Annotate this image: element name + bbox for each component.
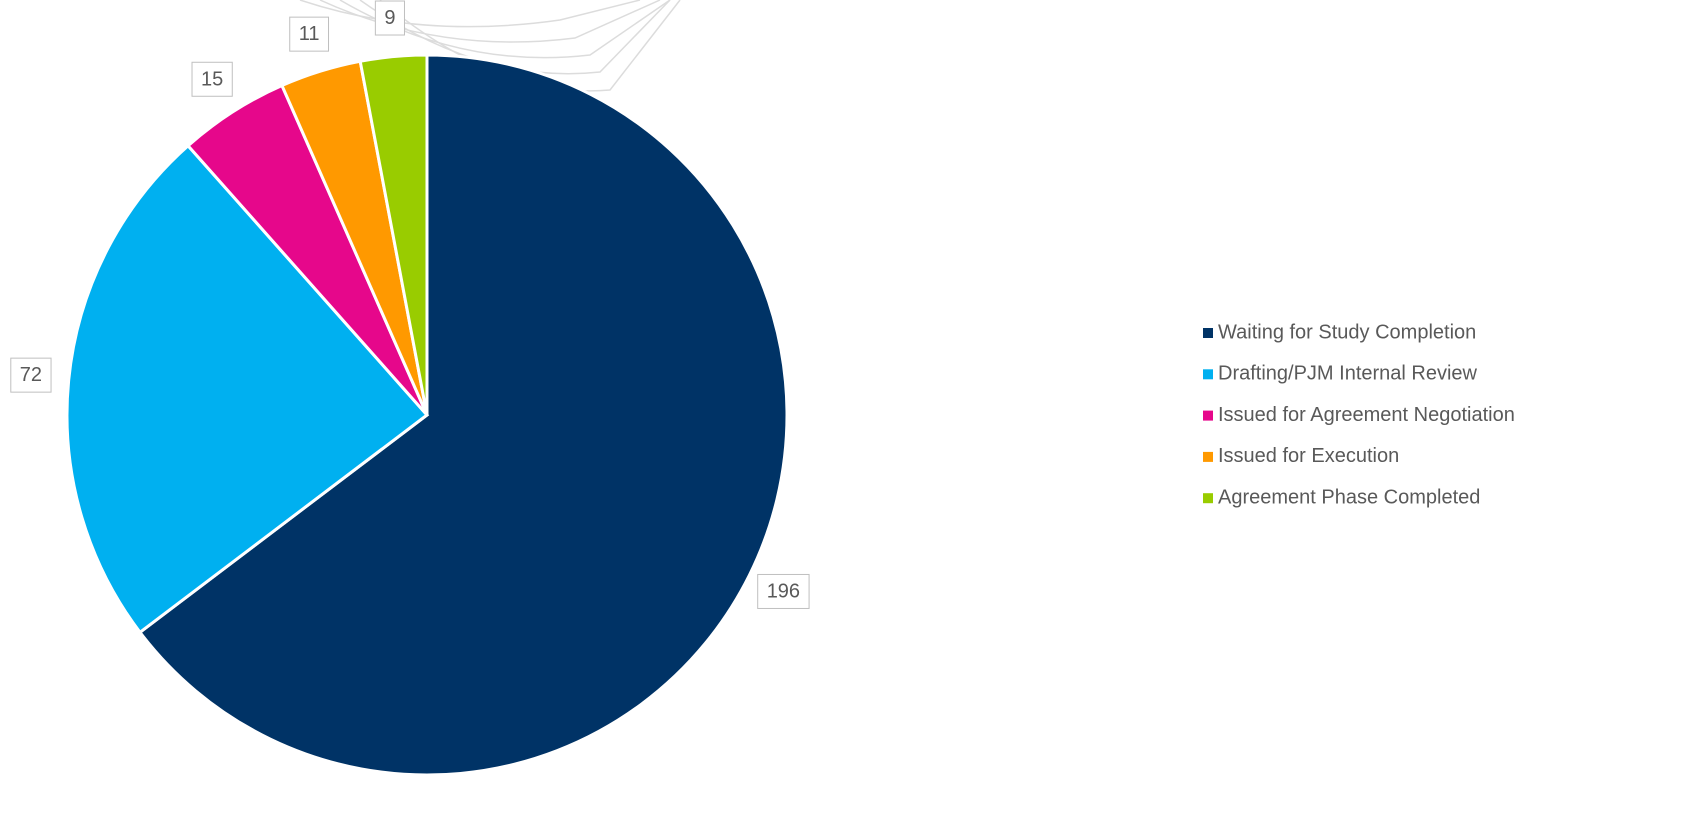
legend-label: Issued for Agreement Negotiation [1218, 404, 1515, 426]
legend-swatch [1203, 493, 1213, 504]
data-label-box [374, 0, 405, 36]
data-labels: 196 72 15 11 9 [10, 0, 810, 609]
legend: Waiting for Study Completion Drafting/PJM… [1203, 321, 1515, 508]
pie-slice [65, 143, 430, 635]
data-label-box [757, 573, 810, 609]
pie-slice [358, 53, 429, 416]
data-label-box [289, 16, 330, 52]
pie [65, 53, 789, 777]
legend-label: Issued for Execution [1218, 445, 1399, 467]
data-label-box [10, 357, 52, 393]
legend-swatch [1203, 410, 1213, 421]
legend-label: Waiting for Study Completion [1218, 321, 1476, 343]
legend-swatch [1203, 328, 1213, 338]
pie-slice [137, 53, 789, 777]
data-label: 9 [384, 7, 395, 29]
legend-label: Agreement Phase Completed [1218, 486, 1480, 508]
data-label-box [191, 61, 233, 97]
data-label: 11 [299, 23, 320, 45]
data-label: 196 [767, 580, 800, 602]
data-label: 72 [20, 364, 42, 386]
legend-swatch [1203, 451, 1213, 462]
legend-swatch [1203, 369, 1213, 380]
legend-label: Drafting/PJM Internal Review [1218, 363, 1478, 385]
data-label: 15 [201, 68, 223, 90]
